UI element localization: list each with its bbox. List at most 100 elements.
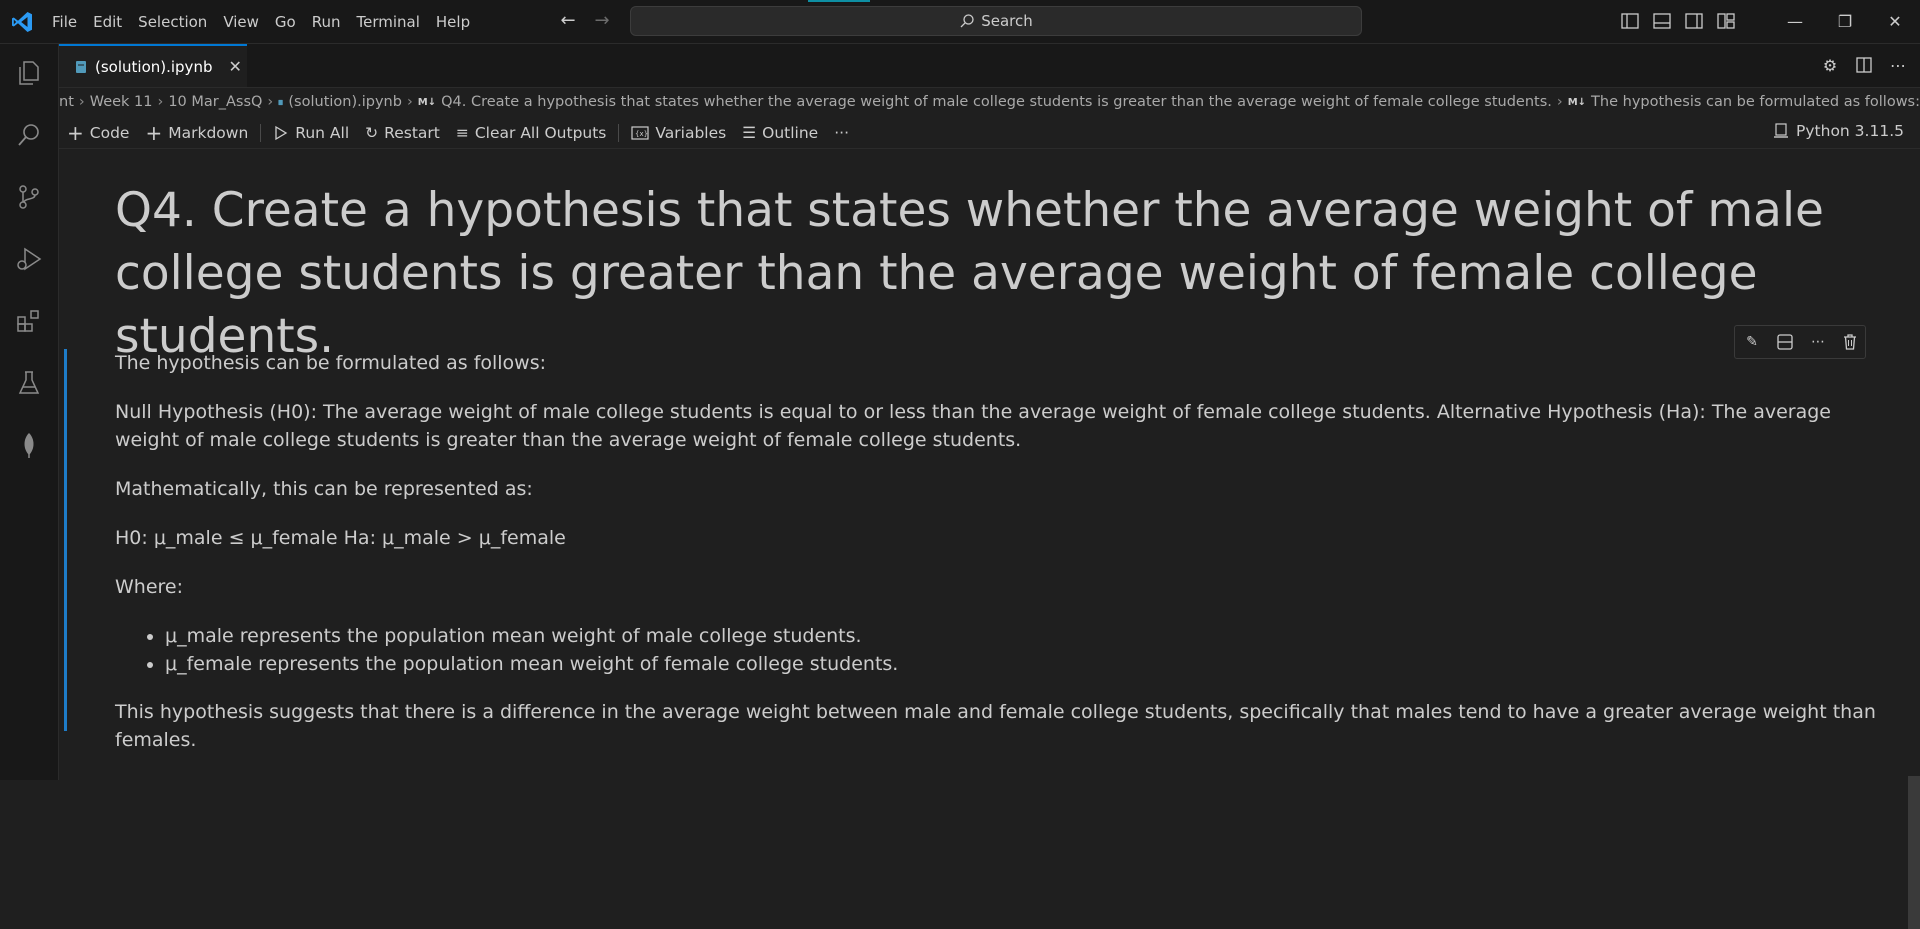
clear-all-icon: ≡ (455, 123, 469, 142)
outline-label: Outline (762, 123, 819, 142)
markdown-label: Markdown (168, 123, 249, 142)
more-actions-icon[interactable]: ⋯ (1890, 55, 1906, 75)
tab-label: (solution).ipynb (95, 57, 213, 76)
plus-icon: + (67, 120, 84, 145)
run-all-label: Run All (295, 123, 350, 142)
paragraph: The hypothesis can be formulated as foll… (115, 352, 547, 374)
toolbar-divider (618, 123, 620, 142)
extensions-icon[interactable] (14, 306, 44, 336)
toggle-secondary-sidebar-icon[interactable] (1684, 11, 1704, 31)
breadcrumb-chevron-icon: › (78, 94, 85, 110)
toggle-panel-icon[interactable] (1652, 11, 1672, 31)
menu-go[interactable]: Go (274, 12, 296, 31)
run-all-button[interactable]: Run All (265, 124, 357, 142)
selected-cell-indicator (64, 349, 67, 731)
search-icon (960, 14, 974, 28)
source-control-icon[interactable] (14, 182, 44, 212)
clear-label: Clear All Outputs (474, 123, 607, 142)
menu-run[interactable]: Run (311, 12, 341, 31)
testing-flask-icon[interactable] (14, 368, 44, 398)
variables-icon: {x} (631, 125, 649, 140)
breadcrumb-chevron-icon: › (1556, 94, 1563, 110)
menu-selection[interactable]: Selection (138, 12, 208, 31)
tab-close-icon[interactable]: ✕ (228, 57, 242, 76)
restart-button[interactable]: ↻ Restart (357, 124, 448, 142)
paragraph: H0: μ_male ≤ μ_female Ha: μ_male > μ_fem… (115, 527, 566, 549)
vertical-scrollbar-thumb[interactable] (1908, 776, 1920, 929)
breadcrumb-item-cell[interactable]: The hypothesis can be formulated as foll… (1591, 94, 1920, 110)
add-markdown-cell-button[interactable]: + Markdown (137, 121, 256, 145)
markdown-heading: Q4. Create a hypothesis that states whet… (115, 183, 1824, 364)
breadcrumb-item-folder[interactable]: nt (59, 94, 74, 110)
activity-bar (0, 44, 59, 780)
command-center-search[interactable]: Search (630, 6, 1362, 36)
notebook-file-icon (278, 99, 283, 105)
menu-view[interactable]: View (223, 12, 259, 31)
add-code-cell-button[interactable]: + Code (59, 121, 137, 145)
edit-cell-pencil-icon[interactable]: ✎ (1746, 334, 1758, 350)
breadcrumb-chevron-icon: › (406, 94, 413, 110)
variables-label: Variables (655, 123, 727, 142)
mongodb-leaf-icon[interactable] (14, 430, 44, 460)
notebook-settings-gear-icon[interactable]: ⚙ (1822, 55, 1838, 75)
customize-layout-icon[interactable] (1716, 11, 1736, 31)
toolbar-divider (260, 123, 262, 142)
paragraph: This hypothesis suggests that there is a… (115, 701, 1876, 751)
breadcrumb: nt › Week 11 › 10 Mar_AssQ › (solution).… (59, 88, 1920, 116)
kernel-icon (1774, 123, 1789, 138)
search-icon[interactable] (14, 120, 44, 150)
tab-solution-ipynb[interactable]: (solution).ipynb ✕ (59, 44, 247, 87)
paragraph: Null Hypothesis (H0): The average weight… (115, 401, 1831, 451)
bullet-list: μ_male represents the population mean we… (115, 622, 1895, 678)
paragraph: Where: (115, 576, 184, 598)
menu-edit[interactable]: Edit (93, 12, 123, 31)
forward-arrow-icon[interactable]: → (594, 10, 610, 31)
kernel-label: Python 3.11.5 (1796, 122, 1904, 140)
menu-file[interactable]: File (52, 12, 78, 31)
cell-more-icon[interactable]: ⋯ (1811, 334, 1825, 350)
variables-button[interactable]: {x} Variables (623, 124, 734, 142)
tab-bar: (solution).ipynb ✕ ⚙ ⋯ (59, 44, 1920, 88)
restart-label: Restart (384, 123, 440, 142)
breadcrumb-item-heading[interactable]: Q4. Create a hypothesis that states whet… (441, 94, 1552, 110)
kernel-picker[interactable]: Python 3.11.5 (1774, 122, 1904, 140)
window-controls: — ❐ ✕ (1770, 0, 1920, 43)
breadcrumb-item-week[interactable]: Week 11 (89, 94, 153, 110)
restart-icon: ↻ (365, 123, 379, 142)
breadcrumb-item-assignment[interactable]: 10 Mar_AssQ (168, 94, 263, 110)
run-debug-icon[interactable] (14, 244, 44, 274)
notebook-editor: Q4. Create a hypothesis that states whet… (59, 149, 1920, 929)
more-icon: ··· (834, 123, 849, 142)
menu-terminal[interactable]: Terminal (356, 12, 420, 31)
vscode-logo-icon (12, 12, 32, 32)
svg-text:{x}: {x} (635, 130, 648, 138)
code-label: Code (89, 123, 130, 142)
explorer-icon[interactable] (14, 58, 44, 88)
search-label: Search (981, 12, 1033, 30)
restore-icon[interactable]: ❐ (1837, 12, 1853, 31)
markdown-icon: M↓ (417, 96, 437, 108)
split-editor-icon[interactable] (1854, 55, 1874, 75)
nav-arrows: ← → (556, 10, 614, 31)
plus-icon: + (145, 120, 163, 145)
title-bar: File Edit Selection View Go Run Terminal… (0, 0, 1920, 44)
close-window-icon[interactable]: ✕ (1888, 12, 1902, 31)
minimize-icon[interactable]: — (1787, 12, 1803, 31)
menu-help[interactable]: Help (435, 12, 471, 31)
breadcrumb-chevron-icon: › (157, 94, 164, 110)
menu-bar: File Edit Selection View Go Run Terminal… (44, 0, 478, 43)
split-cell-icon[interactable] (1776, 333, 1794, 351)
more-toolbar-button[interactable]: ··· (826, 124, 857, 142)
toggle-primary-sidebar-icon[interactable] (1620, 11, 1640, 31)
markdown-icon: M↓ (1567, 96, 1587, 108)
clear-outputs-button[interactable]: ≡ Clear All Outputs (448, 124, 615, 142)
back-arrow-icon[interactable]: ← (560, 10, 576, 31)
breadcrumb-item-file[interactable]: (solution).ipynb (288, 94, 402, 110)
paragraph: Mathematically, this can be represented … (115, 478, 533, 500)
notebook-toolbar: + Code + Markdown Run All ↻ Restart ≡ Cl… (59, 117, 1920, 149)
markdown-cell-content: The hypothesis can be formulated as foll… (115, 349, 1895, 775)
breadcrumb-chevron-icon: › (267, 94, 274, 110)
outline-list-icon: ☰ (742, 123, 757, 142)
delete-cell-trash-icon[interactable] (1842, 333, 1858, 351)
outline-button[interactable]: ☰ Outline (734, 124, 826, 142)
